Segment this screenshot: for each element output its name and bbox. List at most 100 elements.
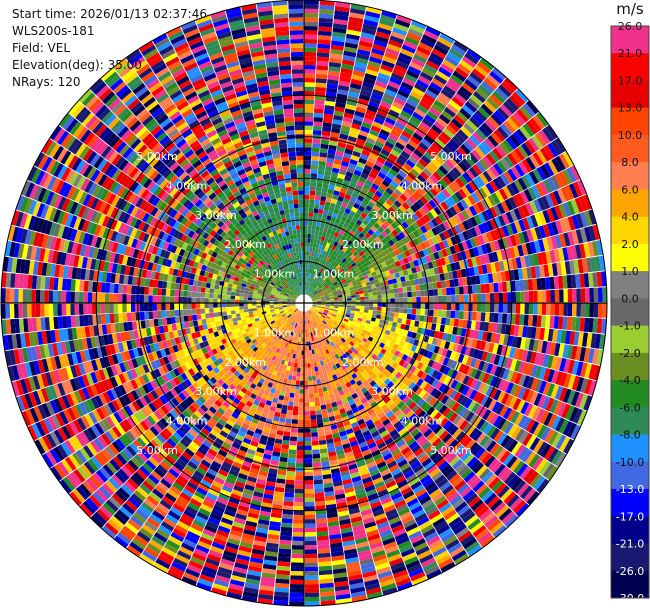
- gate-cell: [418, 141, 429, 152]
- gate-cell: [309, 293, 314, 297]
- gate-cell: [446, 303, 452, 311]
- gate-cell: [304, 0, 319, 5]
- gate-cell: [388, 195, 397, 203]
- gate-cell: [324, 277, 329, 282]
- gate-cell: [369, 218, 377, 226]
- gate-cell: [363, 292, 369, 297]
- gate-cell: [356, 262, 362, 268]
- gate-cell: [314, 280, 319, 285]
- gate-cell: [348, 230, 355, 237]
- gate-cell: [346, 269, 352, 275]
- gate-cell: [340, 263, 346, 269]
- gate-cell: [375, 318, 381, 323]
- gate-cell: [388, 232, 395, 240]
- gate-cell: [355, 305, 361, 309]
- gate-cell: [326, 228, 332, 235]
- gate-cell: [305, 277, 307, 282]
- gate-cell: [444, 159, 455, 170]
- ray: [311, 165, 581, 300]
- gate-cell: [428, 161, 439, 171]
- gate-cell: [358, 265, 364, 271]
- gate-cell: [313, 252, 318, 257]
- gate-cell: [448, 169, 459, 180]
- gate-cell: [371, 271, 377, 277]
- gate-cell: [314, 199, 320, 205]
- gate-cell: [304, 493, 315, 498]
- gate-cell: [368, 292, 373, 296]
- gate-cell: [372, 88, 384, 97]
- gate-cell: [336, 200, 343, 206]
- gate-cell: [331, 226, 338, 232]
- gate-cell: [527, 279, 534, 291]
- gate-cell: [315, 286, 320, 291]
- gate-cell: [388, 183, 397, 192]
- gate-cell: [420, 290, 425, 297]
- gate-cell: [420, 38, 435, 49]
- gate-cell: [319, 396, 325, 402]
- gate-cell: [565, 185, 575, 200]
- gate-cell: [532, 315, 538, 327]
- gate-cell: [328, 292, 333, 295]
- gate-cell: [598, 303, 603, 318]
- gate-cell: [393, 317, 399, 323]
- gate-cell: [363, 257, 370, 263]
- gate-cell: [377, 22, 393, 31]
- gate-cell: [545, 124, 558, 140]
- gate-cell: [368, 242, 375, 249]
- gate-cell: [364, 194, 373, 202]
- gate-cell: [289, 445, 297, 450]
- gate-cell: [312, 284, 316, 289]
- gate-cell: [291, 549, 304, 555]
- gate-cell: [402, 178, 411, 187]
- gate-cell: [345, 104, 357, 111]
- gate-cell: [414, 49, 429, 60]
- gate-cell: [367, 254, 373, 261]
- gate-cell: [375, 282, 381, 288]
- gate-cell: [297, 437, 304, 442]
- gate-cell: [346, 307, 352, 311]
- gate-cell: [365, 205, 373, 212]
- gate-cell: [509, 209, 518, 222]
- gate-cell: [353, 146, 363, 154]
- gate-cell: [332, 27, 347, 34]
- gate-cell: [431, 158, 442, 168]
- gate-cell: [379, 216, 387, 224]
- gate-cell: [377, 306, 382, 311]
- gate-cell: [325, 278, 330, 283]
- gate-cell: [347, 224, 354, 231]
- gate-cell: [436, 96, 449, 107]
- gate-cell: [338, 169, 347, 176]
- gate-cell: [304, 540, 317, 546]
- gate-cell: [364, 179, 373, 187]
- gate-cell: [403, 210, 412, 219]
- gate-cell: [317, 272, 322, 277]
- gate-cell: [337, 248, 342, 254]
- gate-cell: [313, 208, 319, 214]
- gate-cell: [395, 18, 411, 28]
- gate-cell: [376, 76, 389, 85]
- gate-cell: [496, 175, 507, 188]
- gate-cell: [472, 113, 484, 125]
- gate-cell: [332, 250, 337, 256]
- gate-cell: [315, 226, 320, 231]
- gate-cell: [528, 303, 534, 315]
- gate-cell: [576, 288, 581, 303]
- gate-cell: [283, 496, 294, 502]
- gate-cell: [304, 242, 307, 247]
- gate-cell: [336, 259, 342, 265]
- gate-cell: [367, 248, 374, 255]
- gate-cell: [500, 123, 513, 137]
- ray: [310, 112, 549, 298]
- gate-cell: [314, 270, 318, 276]
- gate-cell: [298, 411, 304, 416]
- gate-cell: [291, 558, 304, 563]
- gate-cell: [391, 165, 401, 174]
- gate-cell: [395, 157, 406, 167]
- gate-cell: [319, 226, 324, 232]
- gate-cell: [291, 545, 304, 550]
- gate-cell: [453, 40, 469, 52]
- gate-cell: [309, 292, 313, 297]
- gate-cell: [422, 167, 433, 178]
- ray: [310, 100, 539, 298]
- gate-cell: [412, 132, 424, 142]
